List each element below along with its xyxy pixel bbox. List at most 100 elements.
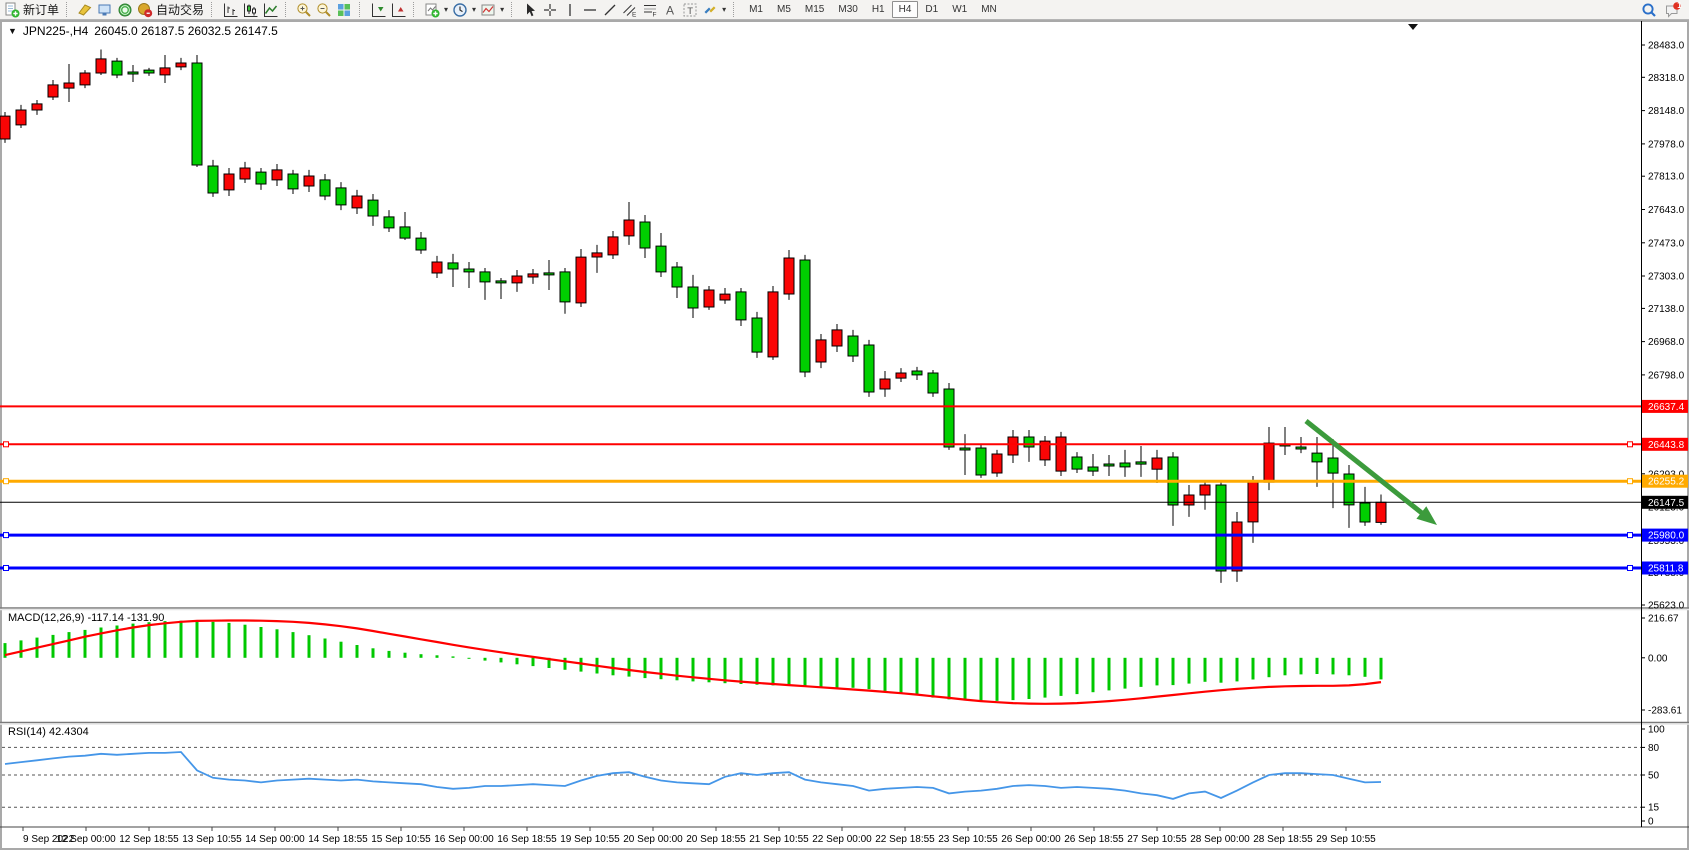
community-button[interactable] [115,1,135,19]
arrows-tool-button[interactable]: ▾ [700,1,728,19]
macd-tick-label: 216.67 [1648,614,1679,625]
horizontal-line-tool-button[interactable] [580,1,600,19]
vertical-line-tool-button[interactable] [560,1,580,19]
scroll-shift-marker[interactable] [1408,24,1418,30]
candle-chart-mode-button[interactable] [240,1,260,19]
timeframe-m15[interactable]: M15 [804,4,825,15]
autotrade-button[interactable]: 自动交易 [135,1,206,19]
time-tick-label: 9 Sep 2022 [23,834,75,845]
time-tick-label: 16 Sep 18:55 [497,834,557,845]
zoom-in-button[interactable] [294,1,314,19]
trendline-tool-button[interactable] [600,1,620,19]
price-badge-25980.0: 25980.0 [1642,528,1688,542]
line-chart-mode-button[interactable] [260,1,280,19]
time-tick-label: 16 Sep 00:00 [434,834,494,845]
notifications-button[interactable]: 1 [1663,1,1683,19]
chevron-down-icon[interactable]: ▾ [500,5,505,14]
time-tick-label: 23 Sep 10:55 [938,834,998,845]
svg-text:26255.2: 26255.2 [1648,477,1685,488]
trend-arrow[interactable] [1304,419,1437,525]
chart-candles-icon [242,2,258,18]
hline-26443.8[interactable] [0,441,1641,448]
timeframe-m30[interactable]: M30 [838,4,858,15]
line-handle[interactable] [3,532,9,539]
timeframe-w1[interactable]: W1 [952,4,968,15]
time-tick-label: 14 Sep 18:55 [308,834,368,845]
templates-button[interactable]: ▾ [478,1,506,19]
chevron-down-icon[interactable]: ▾ [444,5,449,14]
toolbar-separator [413,2,418,17]
clock-icon [452,2,468,18]
macd-tick-label: -283.61 [1648,706,1682,717]
time-tick-label: 22 Sep 18:55 [875,834,935,845]
time-tick-label: 26 Sep 00:00 [1001,834,1061,845]
channel-icon: E [622,2,638,18]
time-tick-label: 27 Sep 10:55 [1127,834,1187,845]
timeframe-d1[interactable]: D1 [925,4,939,15]
tile-windows-button[interactable] [334,1,354,19]
channel-tool-button[interactable]: E [620,1,640,19]
line-handle[interactable] [1627,565,1633,571]
time-tick-label: 26 Sep 18:55 [1064,834,1124,845]
text-tool-button[interactable]: A [660,1,680,19]
time-tick-label: 29 Sep 10:55 [1316,834,1376,845]
svg-text:26637.4: 26637.4 [1648,402,1685,413]
timeframe-m1[interactable]: M1 [749,4,763,15]
new-chart-button[interactable]: ▾ [422,1,450,19]
chart-ohlc-values: 26045.0 26187.5 26032.5 26147.5 [94,24,278,38]
cursor-tool-button[interactable] [520,1,540,19]
community-icon [117,2,133,18]
price-tick-label: 27303.0 [1648,272,1685,283]
crosshair-tool-button[interactable] [540,1,560,19]
line-handle[interactable] [1627,478,1633,485]
price-tick-label: 27978.0 [1648,139,1685,150]
price-axis[interactable]: 28483.0 28318.0 28148.0 27978.0 27813.0 27643… [1641,41,1685,612]
timeframe-mn[interactable]: MN [981,4,997,15]
symbol-dropdown-icon[interactable]: ▼ [8,26,17,36]
price-badge-26637.4: 26637.4 [1642,399,1688,413]
new-order-button[interactable]: 新订单 [2,1,61,19]
timeframe-h1[interactable]: H1 [871,4,885,15]
price-tick-label: 25623.0 [1648,601,1685,612]
time-tick-label: 19 Sep 10:55 [560,834,620,845]
label-tool-button[interactable]: T [680,1,700,19]
chevron-down-icon[interactable]: ▾ [472,5,477,14]
shapes-icon [702,2,718,18]
svg-text:E: E [632,11,637,18]
toolbar-separator [359,2,364,17]
timeframe-h4[interactable]: H4 [891,1,919,18]
fibonacci-tool-button[interactable]: F [640,1,660,19]
toolbar-separator [511,2,516,17]
new-order-icon [4,2,20,18]
line-handle[interactable] [3,441,9,448]
publish-chart-button[interactable] [95,1,115,19]
time-tick-label: 21 Sep 10:55 [749,834,809,845]
auto-scroll-button[interactable] [368,1,388,19]
candles-layer [0,49,1387,583]
line-handle[interactable] [1627,532,1633,539]
hline-25811.8[interactable] [0,565,1641,571]
chart-canvas[interactable]: 28483.0 28318.0 28148.0 27978.0 27813.0 27643… [0,20,1689,850]
time-tick-label: 22 Sep 00:00 [812,834,872,845]
line-handle[interactable] [3,565,9,571]
hline-25980.0[interactable] [0,532,1641,539]
zoom-in-icon [296,2,312,18]
bar-chart-mode-button[interactable] [220,1,240,19]
styler-button[interactable] [75,1,95,19]
line-handle[interactable] [1627,441,1633,448]
chevron-down-icon[interactable]: ▾ [722,5,727,14]
price-badge-26147.5: 26147.5 [1642,495,1688,509]
chart-title-bar[interactable]: ▼ JPN225-,H4 26045.0 26187.5 26032.5 261… [8,24,278,38]
svg-text:F: F [653,11,657,18]
hline-26255.2[interactable] [0,478,1641,485]
chart-window [0,20,1689,850]
chart-shift-button[interactable] [388,1,408,19]
zoom-out-button[interactable] [314,1,334,19]
line-handle[interactable] [3,478,9,485]
svg-text:26147.5: 26147.5 [1648,498,1685,509]
timeframe-m5[interactable]: M5 [777,4,791,15]
price-tick-label: 28148.0 [1648,106,1685,117]
periods-button[interactable]: ▾ [450,1,478,19]
search-button[interactable] [1639,1,1659,19]
